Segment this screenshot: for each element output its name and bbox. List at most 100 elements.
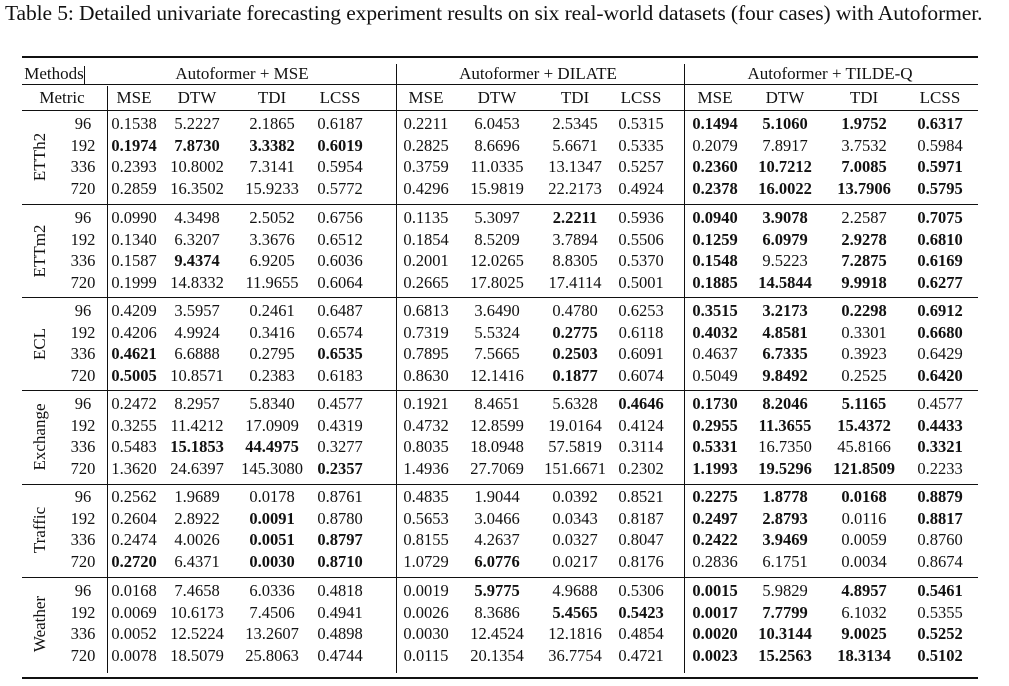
table-cell: 0.2955 [692,415,738,435]
table-cell: 10.6173 [170,602,224,622]
table-cell: 0.5984 [917,135,963,155]
table-cell: 15.2563 [758,645,812,665]
table-cell: 13.2607 [245,624,299,644]
table-cell: 0.1854 [403,229,449,249]
table-cell: 18.0948 [470,437,524,457]
table-cell: 0.4732 [403,415,449,435]
table-cell: 0.6512 [317,229,363,249]
table-cell: 12.4524 [470,624,524,644]
table-cell: 0.1538 [111,114,157,133]
dataset-name: ETTh2 [30,133,50,182]
table-cell: 9.5223 [762,251,808,271]
table-cell: 10.7212 [758,157,812,177]
horizon-label: 192 [70,508,96,528]
table-cell: 4.2637 [474,530,520,550]
table-cell: 4.8581 [762,322,808,342]
table-cell: 6.7335 [762,344,808,364]
table-cell: 0.2525 [841,365,887,385]
table-cell: 0.0069 [111,602,157,622]
table-cell: 0.2720 [111,551,157,571]
metric-header-lcss: LCSS [919,88,961,107]
table-cell: 0.1974 [111,135,157,155]
table-cell: 0.2302 [618,458,664,478]
table-cell: 0.4319 [317,415,363,435]
table-cell: 0.5423 [618,602,664,622]
table-cell: 0.0940 [692,208,738,227]
table-cell: 0.2474 [111,530,157,550]
horizon-label: 96 [74,487,92,506]
table-cell: 0.4296 [403,178,449,198]
table-cell: 1.8778 [762,487,808,506]
table-cell: 6.9205 [249,251,295,271]
bottom-rule [22,677,978,679]
table-cell: 0.6912 [917,301,963,320]
table-cell: 8.2046 [762,394,808,413]
table-cell: 0.6253 [618,301,664,320]
group-divider [396,64,397,673]
method-group-header: Autoformer + MSE [175,64,309,83]
table-cell: 0.2360 [692,157,738,177]
table-cell: 7.7799 [762,602,808,622]
table-cell: 0.2836 [692,551,738,571]
table-cell: 2.8922 [174,508,220,528]
table-cell: 0.2393 [111,157,157,177]
table-cell: 0.0327 [552,530,598,550]
methods-label: Methods [24,64,84,83]
table-cell: 0.6169 [917,251,963,271]
table-cell: 15.1853 [170,437,224,457]
methods-divider [84,66,85,84]
table-cell: 0.3759 [403,157,449,177]
horizon-label: 336 [70,624,96,644]
table-cell: 0.0091 [249,508,295,528]
table-cell: 2.5052 [249,208,295,227]
horizon-label: 720 [70,272,96,292]
table-cell: 25.8063 [245,645,299,665]
metric-header-dtw: DTW [177,88,217,107]
table-cell: 5.9829 [762,581,808,600]
method-group-header: Autoformer + DILATE [459,64,617,83]
table-cell: 0.6429 [917,344,963,364]
horizon-label: 720 [70,458,96,478]
table-cell: 0.0026 [403,602,449,622]
table-cell: 0.5102 [917,645,963,665]
results-table: Methods Autoformer + MSE Autoformer + DILA… [22,52,978,682]
table-cell: 0.5355 [917,602,963,622]
table-cell: 6.0453 [474,114,520,133]
metric-header-tdi: TDI [560,88,590,107]
table-cell: 0.1259 [692,229,738,249]
horizon-label: 720 [70,178,96,198]
methods-rule [22,84,978,86]
table-cell: 8.5209 [474,229,520,249]
table-cell: 18.5079 [170,645,224,665]
table-cell: 12.1416 [470,365,524,385]
dataset-separator-rule [22,204,978,206]
table-cell: 0.2825 [403,135,449,155]
table-cell: 1.4936 [403,458,449,478]
table-cell: 0.0034 [841,551,887,571]
table-cell: 0.4032 [692,322,738,342]
table-cell: 0.6091 [618,344,664,364]
table-cell: 0.6810 [917,229,963,249]
table-cell: 0.4646 [618,394,664,413]
table-cell: 0.0168 [111,581,157,600]
group-divider [684,64,685,673]
metric-divider [107,86,108,673]
table-cell: 0.8674 [917,551,963,571]
table-cell: 0.4744 [317,645,363,665]
table-cell: 0.8047 [618,530,664,550]
top-rule [22,56,978,58]
table-cell: 0.0030 [249,551,295,571]
table-cell: 0.5049 [692,365,738,385]
table-cell: 0.2298 [841,301,887,320]
table-cell: 0.6574 [317,322,363,342]
table-cell: 0.4780 [552,301,598,320]
table-cell: 0.5005 [111,365,157,385]
horizon-label: 96 [74,394,92,413]
dataset-name: ETTm2 [30,224,50,278]
table-cell: 0.4835 [403,487,449,506]
table-cell: 6.0979 [762,229,808,249]
table-cell: 0.0392 [552,487,598,506]
table-cell: 0.5461 [917,581,963,600]
table-cell: 0.5954 [317,157,363,177]
table-cell: 0.6074 [618,365,664,385]
